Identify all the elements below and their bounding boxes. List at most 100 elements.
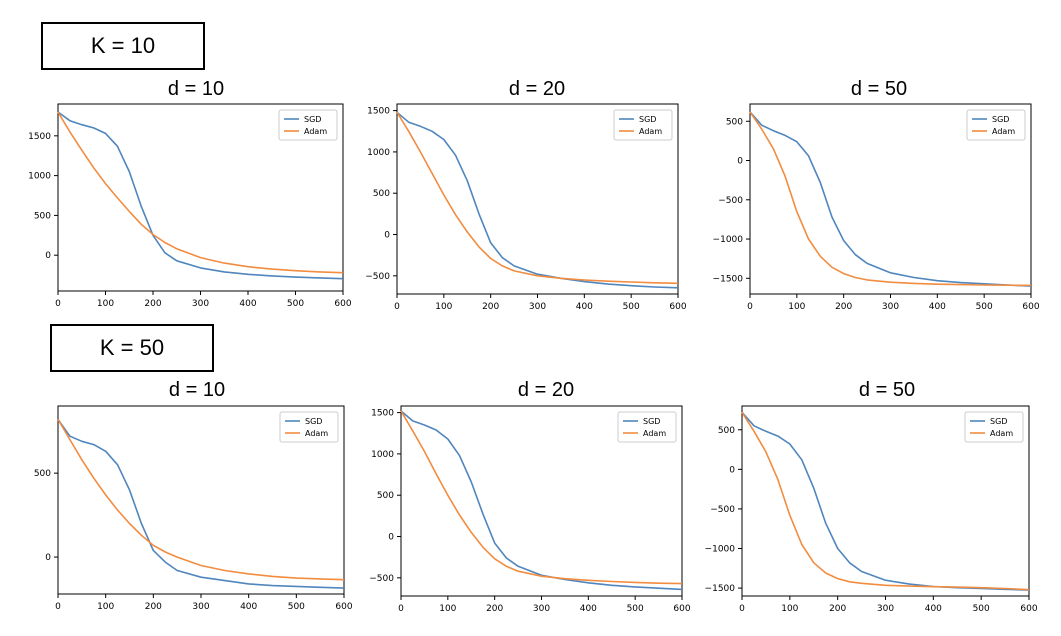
legend-box xyxy=(617,411,677,443)
chart-title-k50-d20: d = 20 xyxy=(517,379,575,401)
y-tick-label: 0 xyxy=(729,465,735,475)
series-line-sgd xyxy=(57,111,344,280)
x-tick-label: 400 xyxy=(925,604,942,614)
legend-label-adam: Adam xyxy=(639,127,662,136)
y-tick-label: 0 xyxy=(384,231,390,241)
chart-title-k10-d50: d = 50 xyxy=(850,78,908,100)
y-tick-label: −500 xyxy=(365,272,390,282)
x-tick-label: 0 xyxy=(394,302,400,312)
x-tick-label: 500 xyxy=(973,604,990,614)
y-tick-label: 1500 xyxy=(28,132,51,142)
x-tick-label: 600 xyxy=(1022,302,1039,312)
chart-title-k50-d50: d = 50 xyxy=(858,379,916,401)
legend-label-sgd: SGD xyxy=(305,417,322,426)
x-tick-label: 400 xyxy=(576,302,593,312)
chart-title-k50-d10: d = 10 xyxy=(168,379,226,401)
x-tick-label: 100 xyxy=(97,299,114,309)
x-tick-label: 500 xyxy=(623,302,640,312)
y-tick-label: 500 xyxy=(34,469,51,479)
legend-box xyxy=(279,411,339,443)
y-tick-label: 500 xyxy=(726,117,743,127)
x-tick-label: 400 xyxy=(239,299,256,309)
y-tick-label: 500 xyxy=(377,491,394,501)
legend-label-adam: Adam xyxy=(304,127,327,136)
x-tick-label: 100 xyxy=(97,602,114,612)
k50-label-text: K = 50 xyxy=(99,335,165,360)
legend-label-sgd: SGD xyxy=(639,115,656,124)
x-tick-label: 200 xyxy=(829,604,846,614)
x-tick-label: 500 xyxy=(627,604,644,614)
series-line-sgd xyxy=(400,410,683,591)
y-tick-label: 500 xyxy=(34,211,51,221)
chart-k10-d20: 0 100 200 300 400 500 600 1500 1000 500 0 −500 SGD Ad… xyxy=(365,103,687,312)
y-tick-label: 500 xyxy=(373,189,390,199)
k10-section-label: K = 10 xyxy=(41,22,205,70)
legend-box xyxy=(966,109,1026,141)
legend-box xyxy=(278,109,338,141)
y-tick-label: 500 xyxy=(718,426,735,436)
y-tick-label: 1000 xyxy=(28,172,51,182)
y-tick-label: −500 xyxy=(718,196,743,206)
legend-label-adam: Adam xyxy=(643,429,666,438)
series-line-adam xyxy=(741,411,1030,591)
x-tick-label: 100 xyxy=(439,604,456,614)
y-tick-label: −1500 xyxy=(705,584,736,594)
k10-label-text: K = 10 xyxy=(90,33,156,58)
series-line-sgd xyxy=(396,111,679,289)
x-tick-label: 400 xyxy=(240,602,257,612)
x-tick-label: 200 xyxy=(482,302,499,312)
x-tick-label: 300 xyxy=(192,602,209,612)
x-tick-label: 600 xyxy=(669,302,686,312)
legend-label-sgd: SGD xyxy=(643,417,660,426)
y-tick-label: 1000 xyxy=(367,148,390,158)
y-tick-label: −1000 xyxy=(713,235,744,245)
y-tick-label: 1500 xyxy=(367,107,390,117)
y-tick-label: −1500 xyxy=(713,274,744,284)
chart-k10-d10: 0 100 200 300 400 500 600 1500 1000 500 0 SGD Adam xyxy=(28,103,352,309)
chart-title-k10-d10: d = 10 xyxy=(167,78,225,100)
x-tick-label: 400 xyxy=(929,302,946,312)
legend-label-adam: Adam xyxy=(305,429,328,438)
legend-box xyxy=(964,411,1024,443)
x-tick-label: 100 xyxy=(788,302,805,312)
x-tick-label: 600 xyxy=(1020,604,1037,614)
series-line-sgd xyxy=(57,418,345,589)
x-tick-label: 0 xyxy=(398,604,404,614)
chart-title-k10-d20: d = 20 xyxy=(508,78,566,100)
x-tick-label: 300 xyxy=(192,299,209,309)
legend-label-sgd: SGD xyxy=(990,417,1007,426)
legend-label-adam: Adam xyxy=(990,429,1013,438)
x-tick-label: 0 xyxy=(739,604,745,614)
chart-k50-d20: 0 100 200 300 400 500 600 1500 1000 500 0 −500 SGD Ad… xyxy=(369,405,691,614)
chart-k10-d50: 0 100 200 300 400 500 600 500 0 −500 −1000 −1500 SGD… xyxy=(713,103,1040,312)
y-tick-label: 0 xyxy=(737,157,743,167)
series-line-adam xyxy=(57,418,345,581)
x-tick-label: 500 xyxy=(287,299,304,309)
x-tick-label: 300 xyxy=(882,302,899,312)
x-tick-label: 600 xyxy=(335,602,352,612)
chart-k50-d50: 0 100 200 300 400 500 600 500 0 −500 −1000 −1500 SGD… xyxy=(705,405,1038,614)
series-line-adam xyxy=(396,111,679,285)
x-tick-label: 300 xyxy=(533,604,550,614)
series-line-adam xyxy=(400,410,683,585)
x-tick-label: 600 xyxy=(673,604,690,614)
series-line-adam xyxy=(749,111,1032,287)
series-line-adam xyxy=(57,111,344,274)
x-tick-label: 100 xyxy=(435,302,452,312)
y-tick-label: −500 xyxy=(710,505,735,515)
legend-label-adam: Adam xyxy=(992,127,1015,136)
x-tick-label: 200 xyxy=(144,299,161,309)
legend-label-sgd: SGD xyxy=(304,115,321,124)
chart-k50-d10: 0 100 200 300 400 500 600 500 0 SGD Adam xyxy=(34,405,353,612)
legend-label-sgd: SGD xyxy=(992,115,1009,124)
series-line-sgd xyxy=(749,111,1032,287)
y-tick-label: 0 xyxy=(45,553,51,563)
k50-section-label: K = 50 xyxy=(50,324,214,372)
x-tick-label: 300 xyxy=(877,604,894,614)
x-tick-label: 600 xyxy=(334,299,351,309)
x-tick-label: 500 xyxy=(976,302,993,312)
y-tick-label: 1500 xyxy=(371,409,394,419)
x-tick-label: 0 xyxy=(55,299,61,309)
y-tick-label: 1000 xyxy=(371,450,394,460)
y-tick-label: 0 xyxy=(45,251,51,261)
